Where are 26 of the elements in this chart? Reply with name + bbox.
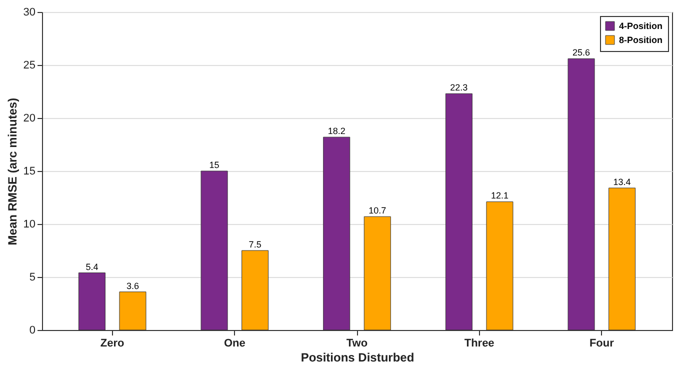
data-label: 13.4 [613, 176, 631, 187]
data-label: 25.6 [572, 48, 590, 58]
y-tick-label: 25 [23, 60, 36, 72]
x-tick-label: Two [346, 338, 368, 350]
x-axis-title: Positions Disturbed [300, 350, 414, 364]
y-tick-label: 20 [23, 112, 36, 124]
y-tick-label: 10 [23, 218, 36, 230]
x-tick-label: Three [464, 338, 494, 350]
data-label: 18.2 [328, 126, 346, 136]
data-label: 5.4 [86, 262, 98, 272]
y-axis-title: Mean RMSE (arc minutes) [5, 98, 20, 246]
y-tick-label: 0 [29, 324, 36, 336]
data-label: 3.6 [126, 280, 139, 291]
y-tick-label: 5 [29, 272, 36, 284]
y-tick-label: 15 [23, 166, 36, 178]
x-tick-label: One [224, 338, 246, 350]
data-label: 12.1 [490, 190, 508, 201]
x-tick-label: Four [589, 338, 615, 350]
data-label: 22.3 [450, 82, 468, 93]
y-tick-label: 30 [23, 6, 36, 18]
x-tick-label: Zero [100, 338, 125, 350]
legend-label: 8-Position [619, 35, 663, 45]
legend-label: 4-Position [619, 21, 663, 31]
data-label: 10.7 [368, 206, 386, 216]
data-label: 7.5 [248, 240, 262, 250]
data-label: 15 [209, 160, 220, 170]
